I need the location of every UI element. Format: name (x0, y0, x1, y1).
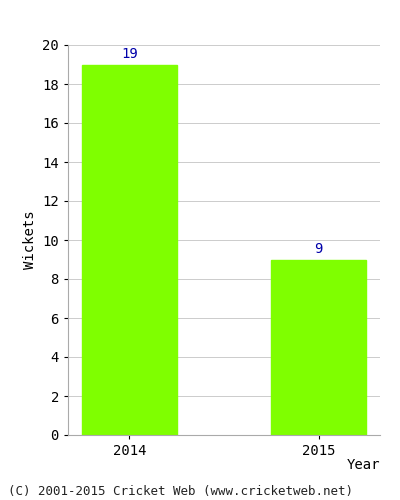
Text: (C) 2001-2015 Cricket Web (www.cricketweb.net): (C) 2001-2015 Cricket Web (www.cricketwe… (8, 484, 353, 498)
Y-axis label: Wickets: Wickets (23, 210, 37, 270)
Text: 9: 9 (314, 242, 323, 256)
Text: Year: Year (346, 458, 380, 472)
Bar (271, 260, 366, 435)
Text: 19: 19 (121, 46, 138, 60)
Bar (82, 64, 177, 435)
